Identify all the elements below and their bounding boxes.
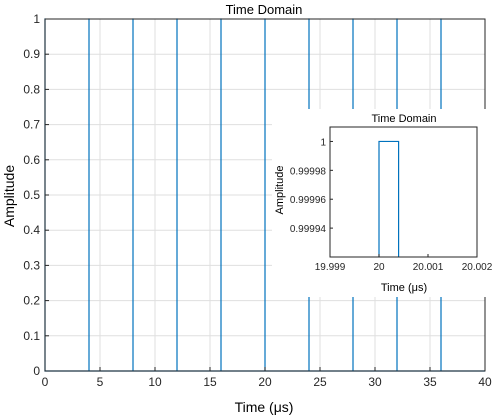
inset-y-tick-label: 0.99998 <box>290 166 327 177</box>
main-x-tick-label: 30 <box>368 375 382 389</box>
inset-x-tick-label: 20.001 <box>413 262 444 273</box>
main-x-tick-label: 25 <box>313 375 327 389</box>
main-y-tick-label: 0.2 <box>23 294 40 308</box>
main-x-tick-label: 35 <box>423 375 437 389</box>
inset-y-axis-label: Amplitude <box>274 166 286 215</box>
inset-pulse-line <box>378 140 400 257</box>
inset-x-tick-label: 20 <box>373 262 385 273</box>
main-chart-title: Time Domain <box>226 2 303 17</box>
inset-x-ticks: 19.999 20 20.001 20.002 <box>315 254 493 273</box>
main-y-tick-label: 0.8 <box>23 82 40 96</box>
inset-x-tick-label: 20.002 <box>462 262 493 273</box>
main-x-tick-label: 0 <box>42 375 49 389</box>
main-y-tick-label: 1 <box>33 12 40 26</box>
inset-y-tick-label: 0.99996 <box>290 195 327 206</box>
inset-plot-area <box>330 127 477 257</box>
main-x-tick-label: 15 <box>203 375 217 389</box>
inset-y-tick-label: 0.99994 <box>290 224 327 235</box>
inset-axes-frame <box>329 126 478 258</box>
main-y-tick-label: 0.6 <box>23 153 40 167</box>
inset-chart: 19.999 20 20.001 20.002 0.999940.999960.999… <box>272 109 493 297</box>
main-y-tick-label: 0.5 <box>23 188 40 202</box>
inset-x-tick-label: 19.999 <box>315 262 346 273</box>
main-y-tick-label: 0.7 <box>23 118 40 132</box>
main-y-tick-label: 0.1 <box>23 329 40 343</box>
main-x-tick-label: 20 <box>258 375 272 389</box>
inset-series <box>378 140 400 257</box>
main-y-axis-label: Amplitude <box>1 165 17 227</box>
inset-y-ticks: 0.99994 0.99996 0.99998 1 <box>290 137 333 235</box>
main-y-tick-label: 0.3 <box>23 258 40 272</box>
inset-x-axis-label: Time (μs) <box>381 282 427 294</box>
inset-chart-title: Time Domain <box>372 113 437 125</box>
main-y-tick-label: 0.4 <box>23 223 40 237</box>
inset-y-tick-label: 1 <box>320 137 326 148</box>
main-y-tick-label: 0.9 <box>23 47 40 61</box>
main-x-tick-label: 5 <box>97 375 104 389</box>
main-x-tick-label: 40 <box>478 375 492 389</box>
main-x-ticks: 0 5 10 15 20 25 30 35 40 <box>42 367 492 389</box>
main-x-axis-label: Time (μs) <box>235 399 294 415</box>
main-x-tick-label: 10 <box>148 375 162 389</box>
main-y-ticks: 0 0.1 0.2 0.3 0.4 0.5 0.6 0.7 0.8 0.9 1 <box>23 12 49 378</box>
main-y-tick-label: 0 <box>33 364 40 378</box>
